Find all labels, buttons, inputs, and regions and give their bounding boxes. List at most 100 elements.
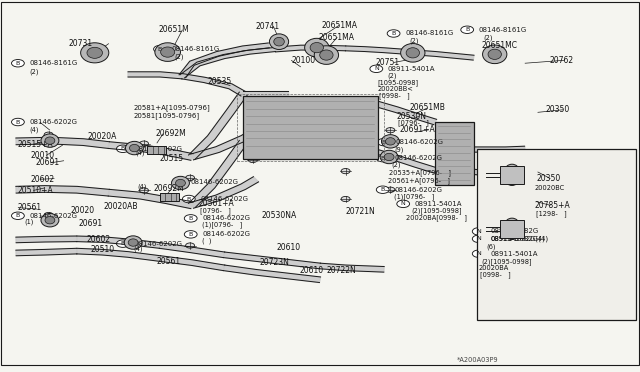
Ellipse shape <box>172 176 189 190</box>
Text: 08146-6202G: 08146-6202G <box>394 155 442 161</box>
Ellipse shape <box>45 137 55 144</box>
Text: 20581[1095-0796]: 20581[1095-0796] <box>133 112 199 119</box>
Text: 08911-1082G(4): 08911-1082G(4) <box>490 235 545 242</box>
Bar <box>243 96 378 159</box>
Text: 20535: 20535 <box>208 77 232 86</box>
Text: 08146-6202G: 08146-6202G <box>134 241 182 247</box>
Text: 08911-5401A: 08911-5401A <box>490 251 538 257</box>
Circle shape <box>184 231 197 238</box>
Circle shape <box>387 155 392 158</box>
Ellipse shape <box>129 144 140 152</box>
Polygon shape <box>16 186 109 196</box>
Text: (2)[1095-0998]: (2)[1095-0998] <box>411 207 461 214</box>
Text: 20691: 20691 <box>35 158 60 167</box>
Polygon shape <box>159 256 225 270</box>
Circle shape <box>472 228 485 235</box>
Text: 08146-6202G: 08146-6202G <box>396 139 444 145</box>
Text: 08146-8161G: 08146-8161G <box>405 31 453 36</box>
Circle shape <box>131 241 136 244</box>
Text: 08911-5401A: 08911-5401A <box>415 201 462 207</box>
Text: (2)[1095-0998]: (2)[1095-0998] <box>481 258 532 264</box>
Circle shape <box>182 195 195 203</box>
Ellipse shape <box>274 37 284 46</box>
Polygon shape <box>16 236 77 243</box>
Text: B: B <box>392 31 396 36</box>
Text: 20020BC: 20020BC <box>534 185 564 191</box>
Text: 20561+A: 20561+A <box>198 199 234 208</box>
Polygon shape <box>346 46 410 54</box>
Circle shape <box>12 212 24 219</box>
Polygon shape <box>243 140 288 145</box>
Text: N: N <box>374 66 379 71</box>
Text: 08146-6202G: 08146-6202G <box>191 179 239 185</box>
Ellipse shape <box>155 43 180 61</box>
Text: (9): (9) <box>394 146 404 153</box>
Text: 20561: 20561 <box>18 203 42 212</box>
Polygon shape <box>410 50 474 60</box>
Circle shape <box>248 137 257 142</box>
Circle shape <box>472 250 485 257</box>
Text: 20692M: 20692M <box>154 185 184 193</box>
Text: B: B <box>121 241 125 246</box>
Text: 20610: 20610 <box>300 266 324 275</box>
Text: 08146-6202G: 08146-6202G <box>202 215 250 221</box>
Text: [1298-   ]: [1298- ] <box>536 211 566 217</box>
Text: 20721N: 20721N <box>346 207 375 216</box>
Circle shape <box>154 45 166 53</box>
Circle shape <box>173 179 186 186</box>
Circle shape <box>186 175 195 180</box>
Text: B: B <box>381 155 385 161</box>
Text: 20602: 20602 <box>31 175 55 184</box>
Text: B: B <box>121 146 125 151</box>
Ellipse shape <box>384 153 394 161</box>
Polygon shape <box>275 45 346 52</box>
Circle shape <box>44 212 53 218</box>
Polygon shape <box>77 248 161 261</box>
Polygon shape <box>16 248 77 256</box>
Circle shape <box>165 51 170 54</box>
Text: N: N <box>401 201 406 206</box>
Ellipse shape <box>128 239 138 246</box>
Text: (6): (6) <box>486 243 496 250</box>
Text: 20020: 20020 <box>70 206 95 215</box>
Text: [0998-   ]: [0998- ] <box>379 93 410 99</box>
Polygon shape <box>77 236 161 248</box>
Ellipse shape <box>505 173 519 186</box>
Circle shape <box>386 128 395 133</box>
Polygon shape <box>223 252 321 269</box>
Ellipse shape <box>45 217 55 224</box>
Text: B: B <box>158 46 162 52</box>
Circle shape <box>341 196 350 202</box>
Bar <box>500 166 524 184</box>
Text: (1): (1) <box>24 218 34 225</box>
Text: 20350: 20350 <box>536 174 561 183</box>
Text: 20515: 20515 <box>160 154 184 163</box>
Text: 20651M: 20651M <box>158 25 189 34</box>
Circle shape <box>397 200 410 208</box>
Polygon shape <box>189 92 247 159</box>
Polygon shape <box>179 43 269 78</box>
Text: [0998-   ]: [0998- ] <box>480 271 511 278</box>
Ellipse shape <box>406 48 419 58</box>
Bar <box>435 122 474 185</box>
Circle shape <box>116 145 129 153</box>
Circle shape <box>387 30 400 37</box>
Text: 20785+A: 20785+A <box>534 201 570 210</box>
Ellipse shape <box>41 214 59 227</box>
Ellipse shape <box>310 42 323 53</box>
Text: 20510: 20510 <box>91 245 115 254</box>
Text: 20691+A: 20691+A <box>399 125 435 134</box>
Ellipse shape <box>505 218 519 230</box>
Ellipse shape <box>175 179 186 187</box>
Polygon shape <box>180 48 276 78</box>
Text: 08146-6202G: 08146-6202G <box>394 187 442 193</box>
Circle shape <box>140 188 148 193</box>
Bar <box>237 94 384 161</box>
Circle shape <box>509 232 515 235</box>
Text: 20610: 20610 <box>276 243 301 252</box>
Circle shape <box>378 138 390 146</box>
Text: 20020AB: 20020AB <box>104 202 138 211</box>
Text: B: B <box>465 27 469 32</box>
Text: (4): (4) <box>136 149 145 156</box>
Text: 20010: 20010 <box>31 151 55 160</box>
